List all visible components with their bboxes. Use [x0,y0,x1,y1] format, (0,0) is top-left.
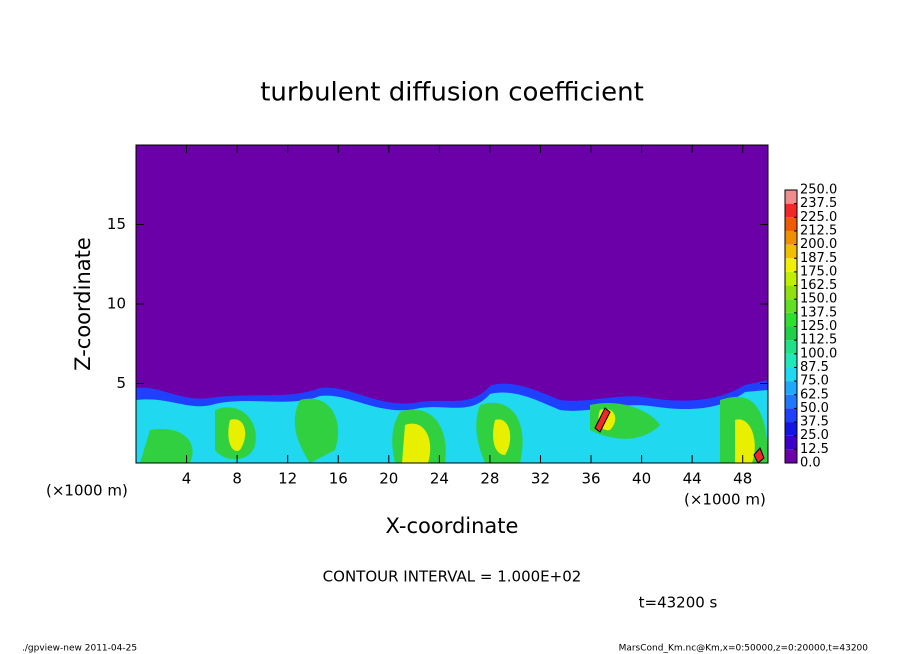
colorbar-cell [785,449,797,463]
colorbar-label: 162.5 [800,278,837,293]
chart-title: turbulent diffusion coefficient [260,78,644,108]
colorbar-label: 0.0 [800,456,821,471]
colorbar-label: 25.0 [800,428,829,443]
x-tick-label: 24 [430,470,449,488]
contour-interval: CONTOUR INTERVAL = 1.000E+02 [323,568,582,586]
colorbar-cell [785,435,797,450]
colorbar-cell [785,271,797,286]
colorbar-label: 62.5 [800,387,829,402]
x-axis-label: X-coordinate [386,514,519,538]
x-tick-label: 36 [581,470,600,488]
colorbar-cell [785,381,797,395]
colorbar-cell [785,258,797,272]
colorbar-cell [785,408,797,423]
colorbar-cell [785,285,797,300]
y-axis-label: Z-coordinate [71,237,95,371]
x-tick-label: 28 [480,470,499,488]
x-tick-label: 40 [632,470,651,488]
colorbar-label: 250.0 [800,183,837,198]
x-tick-label: 20 [379,470,398,488]
x-tick-label: 4 [182,470,192,488]
colorbar-label: 212.5 [800,223,837,238]
colorbar-label: 12.5 [800,442,829,457]
colorbar-label: 237.5 [800,196,837,211]
x-tick-label: 48 [733,470,752,488]
y-tick-label: 10 [107,295,126,313]
x-unit-label: (×1000 m) [46,482,128,500]
colorbar-label: 75.0 [800,374,829,389]
colorbar-cell [785,217,797,231]
colorbar-cell [785,367,797,382]
x-tick-label: 8 [232,470,242,488]
time-label: t=43200 s [639,594,718,612]
colorbar-label: 137.5 [800,305,837,320]
colorbar-label: 150.0 [800,292,837,307]
colorbar-cell [785,326,797,341]
colorbar-label: 187.5 [800,251,837,266]
colorbar-label: 225.0 [800,210,837,225]
x-tick-label: 44 [683,470,702,488]
x-tick-label: 32 [531,470,550,488]
colorbar-label: 175.0 [800,264,837,279]
colorbar-cell [785,422,797,436]
colorbar-cell [785,299,797,313]
colorbar-cell [785,340,797,354]
colorbar-label: 87.5 [800,360,829,375]
footer-right: MarsCond_Km.nc@Km,x=0:50000,z=0:20000,t=… [619,644,869,654]
colorbar-cell [785,394,797,409]
colorbar-label: 50.0 [800,401,829,416]
y-tick-label: 15 [107,215,126,233]
x-unit-label: (×1000 m) [684,491,766,509]
footer-left: ./gpview-new 2011-04-25 [22,644,137,654]
colorbar-label: 112.5 [800,333,837,348]
colorbar-label: 37.5 [800,415,829,430]
colorbar-cell [785,244,797,259]
field [136,145,768,463]
colorbar-cell [785,312,797,327]
x-tick-label: 12 [278,470,297,488]
colorbar-label: 100.0 [800,346,837,361]
x-tick-label: 16 [329,470,348,488]
colorbar-label: 125.0 [800,319,837,334]
colorbar-cell [785,353,797,368]
y-tick-label: 5 [116,374,126,392]
colorbar-cell [785,190,797,204]
colorbar-cell [785,230,797,245]
colorbar-cell [785,203,797,218]
colorbar-label: 200.0 [800,237,837,252]
